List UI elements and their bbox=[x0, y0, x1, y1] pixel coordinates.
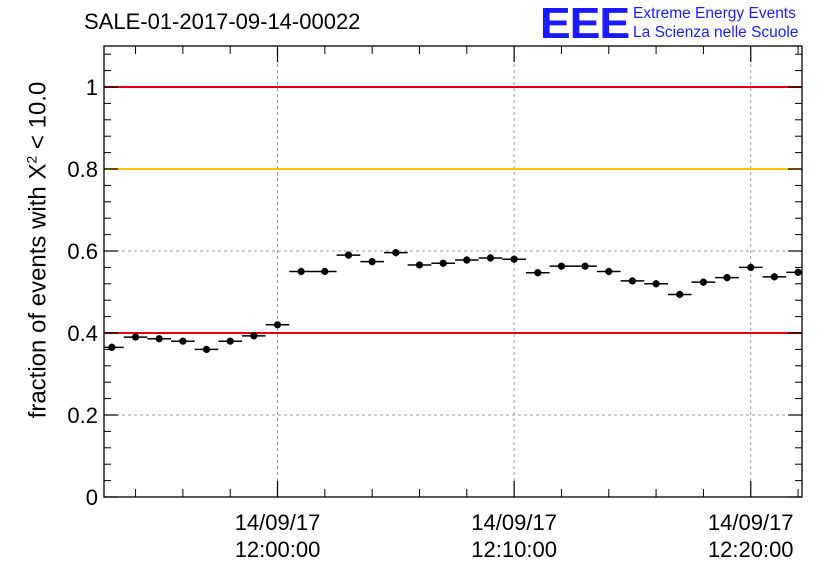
data-point bbox=[104, 343, 124, 352]
data-marker bbox=[250, 332, 258, 340]
data-point bbox=[549, 262, 574, 270]
y-tick-label: 0 bbox=[86, 485, 98, 510]
eee-logo: EEE Extreme Energy Events La Scienza nel… bbox=[539, 0, 799, 48]
data-marker bbox=[131, 333, 140, 341]
eee-logo-mark: EEE bbox=[539, 0, 630, 48]
x-tick-date-label: 14/09/17 bbox=[708, 510, 794, 535]
data-marker bbox=[770, 273, 778, 281]
data-marker bbox=[723, 274, 731, 282]
y-tick-label: 0.4 bbox=[67, 321, 98, 346]
data-point bbox=[738, 263, 763, 272]
data-marker bbox=[605, 267, 613, 276]
data-marker bbox=[321, 267, 329, 276]
x-tick-time-label: 12:10:00 bbox=[471, 537, 557, 562]
data-marker bbox=[699, 278, 708, 286]
data-marker bbox=[179, 337, 187, 345]
data-marker bbox=[486, 254, 495, 262]
y-tick-label: 1 bbox=[86, 75, 98, 100]
data-marker bbox=[273, 321, 282, 329]
data-marker bbox=[534, 269, 542, 277]
data-point bbox=[242, 332, 266, 340]
data-point bbox=[265, 321, 290, 329]
y-axis-label-suffix: < 10.0 bbox=[24, 81, 52, 156]
y-axis-label-superscript: 2 bbox=[23, 155, 40, 164]
data-point bbox=[360, 257, 384, 266]
data-marker bbox=[676, 290, 684, 299]
data-point bbox=[620, 277, 645, 285]
data-marker bbox=[557, 262, 566, 270]
data-marker bbox=[415, 261, 424, 269]
logo-line-2: La Scienza nelle Scuole bbox=[633, 24, 799, 41]
tick-labels: 00.20.40.60.8114/09/1712:00:0014/09/1712… bbox=[67, 75, 793, 562]
grid-lines bbox=[104, 46, 802, 497]
data-marker bbox=[155, 335, 163, 343]
data-point bbox=[407, 261, 432, 269]
data-point bbox=[715, 273, 739, 282]
y-axis-label-prefix: fraction of events with X bbox=[24, 163, 52, 419]
data-point bbox=[644, 280, 668, 288]
data-point bbox=[667, 290, 692, 299]
data-point bbox=[431, 259, 455, 267]
data-point bbox=[194, 345, 219, 353]
data-point bbox=[596, 267, 621, 276]
data-marker bbox=[463, 256, 471, 264]
data-point bbox=[383, 248, 408, 257]
data-point bbox=[786, 268, 802, 277]
data-point bbox=[289, 267, 314, 276]
run-title: SALE-01-2017-09-14-00022 bbox=[84, 9, 361, 34]
data-point bbox=[762, 273, 787, 281]
y-axis-label: fraction of events with X2 < 10.0 bbox=[24, 82, 53, 419]
data-marker bbox=[628, 277, 637, 285]
y-tick-label: 0.6 bbox=[67, 239, 98, 264]
data-marker bbox=[344, 251, 353, 259]
logo-line-1: Extreme Energy Events bbox=[633, 5, 796, 22]
data-point bbox=[478, 254, 503, 262]
data-point bbox=[691, 278, 716, 286]
data-marker bbox=[652, 280, 660, 288]
x-tick-date-label: 14/09/17 bbox=[235, 510, 321, 535]
reference-lines bbox=[104, 86, 802, 334]
data-marker bbox=[439, 259, 447, 267]
data-point bbox=[171, 337, 195, 345]
eee-logo-text: Extreme Energy Events La Scienza nelle S… bbox=[633, 4, 798, 42]
data-marker bbox=[794, 268, 802, 276]
data-point bbox=[525, 269, 550, 277]
x-tick-time-label: 12:20:00 bbox=[708, 537, 794, 562]
data-point bbox=[454, 256, 479, 264]
data-point bbox=[502, 255, 526, 263]
data-marker bbox=[581, 262, 589, 270]
data-marker bbox=[747, 263, 755, 271]
data-point bbox=[336, 251, 361, 259]
data-points bbox=[104, 248, 802, 353]
data-point bbox=[147, 335, 172, 343]
x-tick-time-label: 12:00:00 bbox=[235, 537, 321, 562]
y-tick-label: 0.8 bbox=[67, 157, 98, 182]
data-marker bbox=[392, 249, 400, 257]
plot-frame bbox=[103, 45, 803, 498]
data-point bbox=[313, 267, 337, 276]
data-point bbox=[123, 333, 148, 341]
data-marker bbox=[510, 255, 518, 263]
axis-ticks bbox=[104, 46, 802, 498]
data-marker bbox=[297, 267, 305, 276]
data-point bbox=[573, 262, 597, 270]
x-tick-date-label: 14/09/17 bbox=[471, 510, 557, 535]
data-marker bbox=[226, 337, 234, 345]
y-tick-label: 0.2 bbox=[67, 403, 98, 428]
data-marker bbox=[202, 345, 211, 353]
data-point bbox=[218, 337, 243, 345]
data-marker bbox=[368, 258, 376, 266]
